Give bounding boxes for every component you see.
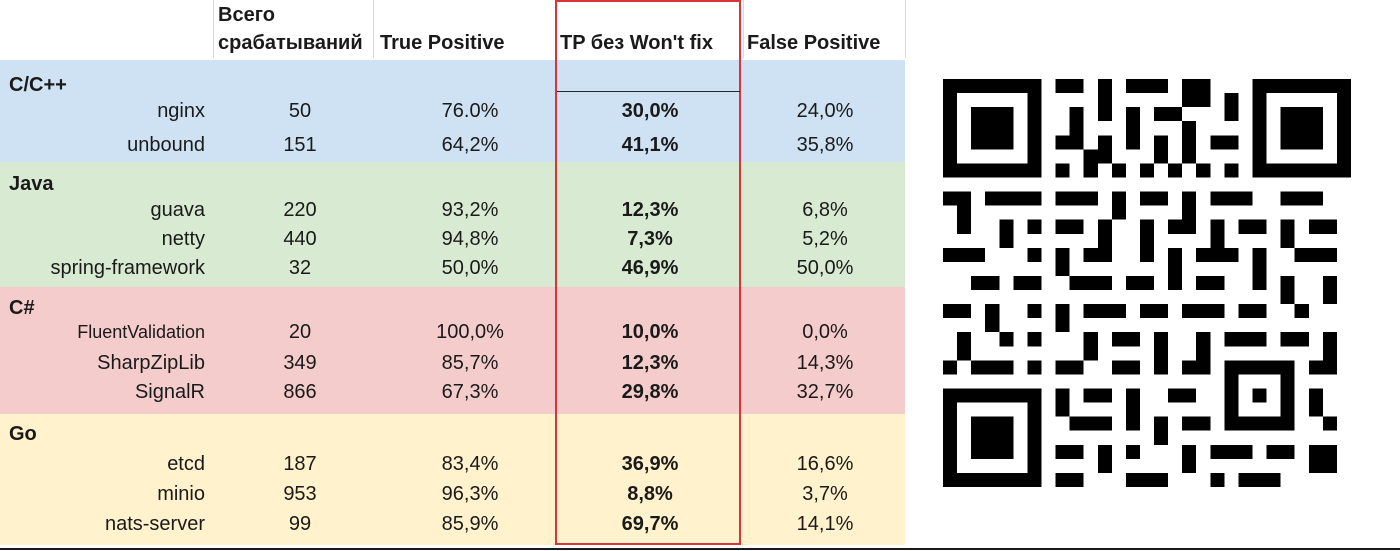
false-positive-value: 3,7% xyxy=(802,483,848,505)
total-count: 220 xyxy=(283,199,317,221)
tp-without-wont-fix-value: 8,8% xyxy=(627,483,673,505)
table-row: nats-server 99 85,9% 69,7% 14,1% xyxy=(0,509,905,539)
tp-without-wont-fix-value: 36,9% xyxy=(621,453,679,475)
group-band-go xyxy=(0,414,905,545)
tp-without-wont-fix-value: 7,3% xyxy=(627,228,673,250)
project-name: guava xyxy=(150,199,206,221)
project-name: etcd xyxy=(167,453,205,475)
bottom-rule xyxy=(0,548,1400,550)
group-band-java xyxy=(0,162,905,287)
table-row: guava 220 93,2% 12,3% 6,8% xyxy=(0,195,905,225)
total-count: 349 xyxy=(283,352,317,374)
group-label-cpp: C/C++ xyxy=(9,74,67,96)
project-name: netty xyxy=(161,228,205,250)
total-count: 187 xyxy=(283,453,317,475)
total-count: 99 xyxy=(288,513,312,535)
tp-column-highlight xyxy=(555,0,741,545)
true-positive-value: 67,3% xyxy=(441,381,499,403)
project-name: SignalR xyxy=(134,381,205,403)
false-positive-value: 35,8% xyxy=(796,134,854,156)
false-positive-value: 24,0% xyxy=(796,100,854,122)
true-positive-value: 85,7% xyxy=(441,352,499,374)
project-name: SharpZipLib xyxy=(97,352,205,374)
group-band-csharp xyxy=(0,287,905,414)
false-positive-value: 0,0% xyxy=(802,321,848,343)
table-row: SharpZipLib 349 85,7% 12,3% 14,3% xyxy=(0,348,905,378)
total-count: 50 xyxy=(288,100,312,122)
group-label-java: Java xyxy=(9,173,54,195)
false-positive-value: 6,8% xyxy=(802,199,848,221)
project-name: nats-server xyxy=(104,513,205,535)
false-positive-value: 5,2% xyxy=(802,228,848,250)
project-name: nginx xyxy=(157,100,205,122)
tp-without-wont-fix-value: 29,8% xyxy=(621,381,679,403)
true-positive-value: 94,8% xyxy=(441,228,499,250)
tp-without-wont-fix-value: 12,3% xyxy=(621,352,679,374)
table-row: netty 440 94,8% 7,3% 5,2% xyxy=(0,224,905,254)
false-positive-value: 32,7% xyxy=(796,381,854,403)
tp-without-wont-fix-value: 46,9% xyxy=(621,257,679,279)
header-total-line2: срабатываний xyxy=(218,32,363,54)
header-divider xyxy=(905,0,906,58)
total-count: 32 xyxy=(288,257,312,279)
total-count: 953 xyxy=(283,483,317,505)
true-positive-value: 64,2% xyxy=(441,134,499,156)
header-divider xyxy=(213,0,214,58)
false-positive-value: 14,1% xyxy=(796,513,854,535)
header-divider xyxy=(743,0,744,58)
header-false-positive: False Positive xyxy=(747,32,881,54)
project-name: unbound xyxy=(127,134,205,156)
table-row: spring-framework 32 50,0% 46,9% 50,0% xyxy=(0,253,905,283)
true-positive-value: 76.0% xyxy=(441,100,499,122)
false-positive-value: 14,3% xyxy=(796,352,854,374)
false-positive-value: 50,0% xyxy=(796,257,854,279)
table-row: minio 953 96,3% 8,8% 3,7% xyxy=(0,479,905,509)
true-positive-value: 96,3% xyxy=(441,483,499,505)
total-count: 440 xyxy=(283,228,317,250)
header-tp-without-wont-fix: TP без Won't fix xyxy=(560,32,713,54)
header-underline xyxy=(557,91,740,92)
table-row: FluentValidation 20 100,0% 10,0% 0,0% xyxy=(0,317,905,347)
total-count: 151 xyxy=(283,134,317,156)
true-positive-value: 100,0% xyxy=(436,321,504,343)
table-row: nginx 50 76.0% 30,0% 24,0% xyxy=(0,96,905,126)
total-count: 866 xyxy=(283,381,317,403)
tp-without-wont-fix-value: 12,3% xyxy=(621,199,679,221)
tp-without-wont-fix-value: 69,7% xyxy=(621,513,679,535)
header-divider xyxy=(373,0,374,58)
group-label-go: Go xyxy=(9,423,37,445)
true-positive-value: 85,9% xyxy=(441,513,499,535)
true-positive-value: 50,0% xyxy=(441,257,499,279)
false-positive-value: 16,6% xyxy=(796,453,854,475)
qr-code-graphic xyxy=(943,79,1351,487)
project-name: FluentValidation xyxy=(77,322,205,342)
qr-code-icon[interactable] xyxy=(943,79,1351,487)
project-name: minio xyxy=(157,483,205,505)
table-row: SignalR 866 67,3% 29,8% 32,7% xyxy=(0,377,905,407)
group-label-csharp: C# xyxy=(9,297,35,319)
header-total-line1: Всего xyxy=(218,4,275,26)
true-positive-value: 93,2% xyxy=(441,199,499,221)
tp-without-wont-fix-value: 30,0% xyxy=(621,100,679,122)
header-true-positive: True Positive xyxy=(380,32,505,54)
total-count: 20 xyxy=(288,321,312,343)
tp-without-wont-fix-value: 10,0% xyxy=(621,321,679,343)
tp-without-wont-fix-value: 41,1% xyxy=(621,134,679,156)
project-name: spring-framework xyxy=(50,257,205,279)
true-positive-value: 83,4% xyxy=(441,453,499,475)
table-row: etcd 187 83,4% 36,9% 16,6% xyxy=(0,449,905,479)
table-row: unbound 151 64,2% 41,1% 35,8% xyxy=(0,130,905,160)
group-band-cpp xyxy=(0,60,905,162)
